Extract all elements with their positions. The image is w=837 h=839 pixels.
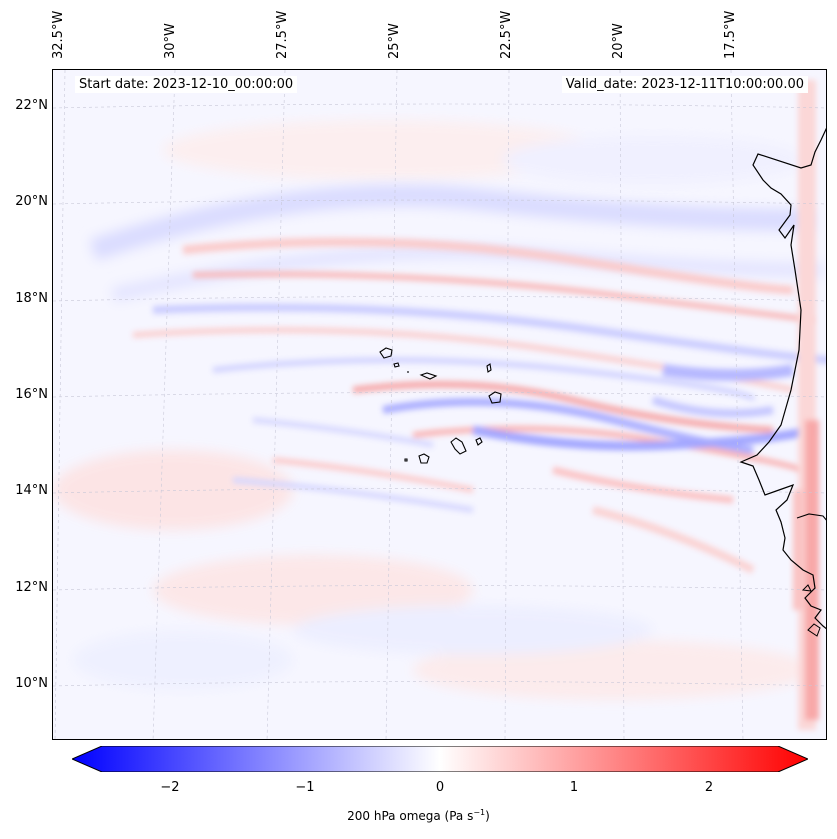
lat-label-10n: 10°N	[15, 676, 48, 691]
colorbar-tick-0: 0	[435, 780, 445, 795]
lon-gridlines	[54, 70, 744, 739]
gambia-river-outline	[796, 513, 826, 521]
colorbar-tick-minus2: −2	[160, 780, 180, 795]
colorbar-tick-minus1: −1	[295, 780, 315, 795]
lat-gridlines	[53, 103, 826, 687]
valid-date-label: Valid_date: 2023-12-11T10:00:00.00	[561, 76, 808, 93]
lon-label-20w: 20°W	[611, 23, 626, 59]
omega-field	[53, 70, 826, 739]
bijagos-islands	[801, 584, 821, 637]
colorbar	[72, 746, 808, 772]
lon-label-27-5w: 27.5°W	[275, 10, 290, 59]
lat-label-14n: 14°N	[15, 483, 48, 498]
lat-label-16n: 16°N	[15, 387, 48, 402]
lon-label-17-5w: 17.5°W	[723, 10, 738, 59]
lon-label-30w: 30°W	[163, 23, 178, 59]
map-panel: Start date: 2023-12-10_00:00:00 Valid_da…	[52, 69, 827, 740]
cabo-verde-islands	[379, 347, 502, 464]
colorbar-label: 200 hPa omega (Pa s−1)	[347, 808, 490, 823]
lon-label-32-5w: 32.5°W	[51, 10, 66, 59]
lat-label-18n: 18°N	[15, 291, 48, 306]
lon-label-22-5w: 22.5°W	[499, 10, 514, 59]
colorbar-tick-1: 1	[569, 780, 579, 795]
lat-label-12n: 12°N	[15, 580, 48, 595]
lon-label-25w: 25°W	[387, 23, 402, 59]
start-date-label: Start date: 2023-12-10_00:00:00	[75, 76, 298, 93]
lat-label-22n: 22°N	[15, 98, 48, 113]
africa-coastline	[739, 127, 826, 630]
colorbar-tick-2: 2	[704, 780, 714, 795]
lat-label-20n: 20°N	[15, 194, 48, 209]
